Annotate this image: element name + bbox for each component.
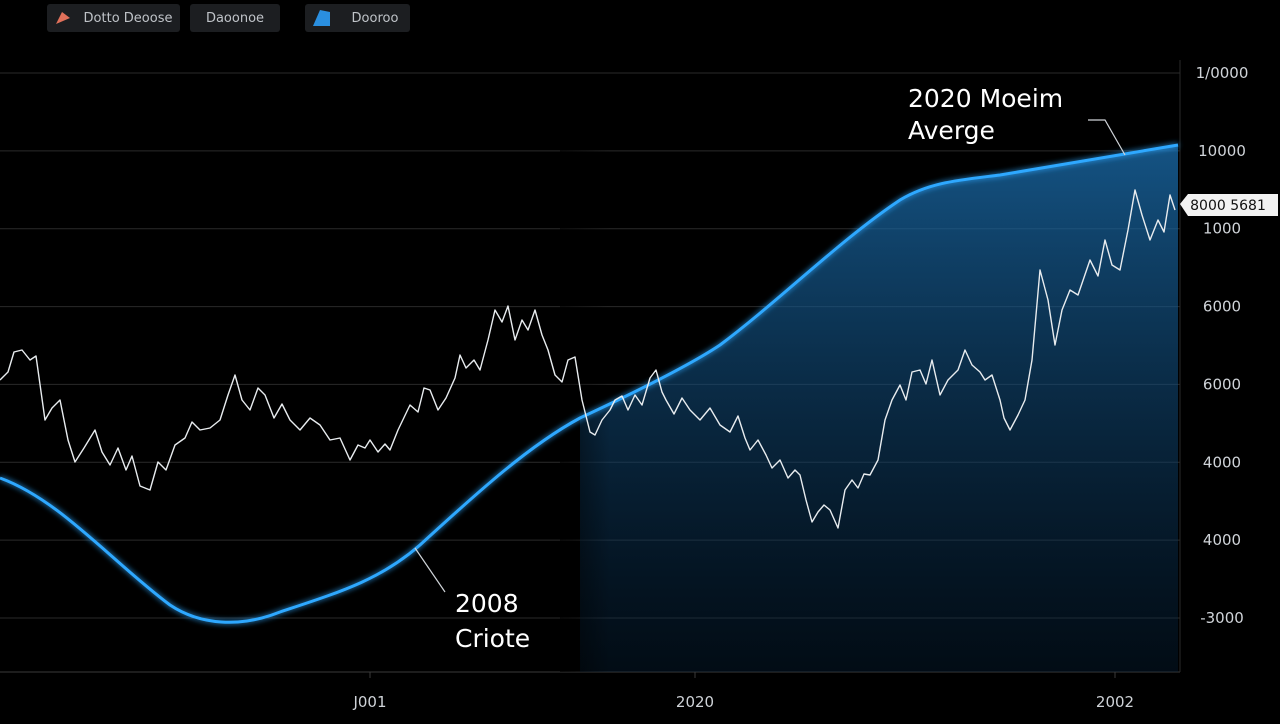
annotation-text: Criote [455,624,530,653]
value-badge: 8000 5681 [1180,194,1278,216]
y-axis-label: 4000 [1203,531,1241,549]
y-axis-label: -3000 [1200,609,1244,627]
y-axis-label: 10000 [1198,142,1246,160]
y-axis-label: 6000 [1203,298,1241,316]
button-label: Dooroo [352,11,399,26]
x-axis-labels: J001 2020 2002 [352,672,1134,711]
x-axis-label: J001 [352,693,386,711]
button-label: Daoonoe [206,11,264,26]
toolbar: Dotto Deoose Daoonoe Dooroo [47,4,410,32]
annotation-text: 2020 Moeim [908,84,1063,113]
x-axis-label: 2020 [676,693,714,711]
leader-line [1088,119,1126,156]
price-line [0,189,1176,529]
y-axis-labels: 1/0000 10000 1000 6000 6000 4000 4000 -3000 [1196,64,1249,627]
y-axis-label: 6000 [1203,375,1241,393]
leader-line [414,547,446,593]
x-axis-label: 2002 [1096,693,1134,711]
annotation-text: 2008 [455,589,519,618]
average-line [0,143,1179,624]
y-axis-label: 4000 [1203,453,1241,471]
y-axis-label: 1000 [1203,220,1241,238]
toolbar-button[interactable]: Dooroo [305,4,410,32]
badge-text: 8000 5681 [1190,198,1266,214]
area-fade [560,140,760,672]
toolbar-button[interactable]: Dotto Deoose [47,4,180,32]
annotation-text: Averge [908,116,995,145]
y-axis-label: 1/0000 [1196,64,1249,82]
toolbar-button[interactable]: Daoonoe [190,4,280,32]
button-label: Dotto Deoose [84,11,173,26]
